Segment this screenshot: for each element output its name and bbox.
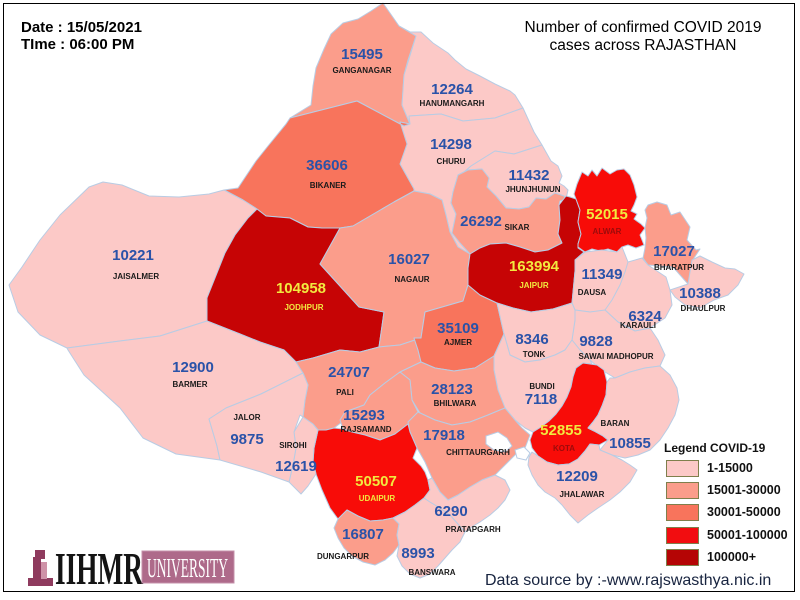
svg-text:NAGAUR: NAGAUR	[394, 275, 429, 284]
svg-text:PRATAPGARH: PRATAPGARH	[445, 525, 500, 534]
svg-text:17027: 17027	[653, 243, 695, 260]
svg-text:KARAULI: KARAULI	[620, 321, 656, 330]
svg-text:10388: 10388	[679, 285, 721, 302]
svg-text:BARAN: BARAN	[601, 419, 630, 428]
svg-text:8346: 8346	[515, 331, 548, 348]
svg-text:KOTA: KOTA	[553, 444, 575, 453]
svg-text:15495: 15495	[341, 46, 383, 63]
svg-text:11432: 11432	[509, 167, 550, 184]
svg-text:JAISALMER: JAISALMER	[113, 272, 159, 281]
svg-text:12264: 12264	[431, 81, 473, 98]
svg-text:12209: 12209	[556, 468, 598, 485]
svg-text:PALI: PALI	[336, 388, 354, 397]
svg-text:16027: 16027	[388, 251, 430, 268]
svg-text:26292: 26292	[460, 213, 502, 230]
svg-text:104958: 104958	[276, 280, 326, 297]
svg-text:50507: 50507	[355, 473, 397, 490]
svg-text:12900: 12900	[172, 359, 214, 376]
svg-text:TONK: TONK	[523, 350, 546, 359]
svg-text:BIKANER: BIKANER	[310, 181, 347, 190]
svg-text:JODHPUR: JODHPUR	[284, 303, 323, 312]
svg-text:BANSWARA: BANSWARA	[408, 568, 455, 577]
svg-text:8993: 8993	[401, 545, 434, 562]
svg-text:BUNDI: BUNDI	[529, 382, 554, 391]
svg-text:DUNGARPUR: DUNGARPUR	[317, 552, 369, 561]
svg-text:DHAULPUR: DHAULPUR	[681, 304, 726, 313]
svg-text:GANGANAGAR: GANGANAGAR	[332, 66, 391, 75]
svg-text:IIHMR: IIHMR	[55, 543, 143, 594]
svg-text:35109: 35109	[437, 320, 479, 337]
svg-text:6290: 6290	[434, 503, 467, 520]
svg-text:SIKAR: SIKAR	[505, 223, 530, 232]
svg-text:6324: 6324	[628, 308, 662, 325]
svg-text:24707: 24707	[328, 364, 370, 381]
svg-text:JALOR: JALOR	[233, 413, 260, 422]
svg-text:7118: 7118	[525, 391, 558, 408]
svg-text:11349: 11349	[582, 266, 623, 283]
svg-text:CHITTAURGARH: CHITTAURGARH	[446, 448, 510, 457]
svg-text:JAIPUR: JAIPUR	[519, 281, 549, 290]
svg-text:SAWAI MADHOPUR: SAWAI MADHOPUR	[578, 352, 653, 361]
svg-text:52015: 52015	[586, 206, 628, 223]
svg-text:163994: 163994	[509, 258, 560, 275]
svg-text:CHURU: CHURU	[437, 157, 466, 166]
svg-text:9875: 9875	[230, 431, 263, 448]
svg-text:RAJSAMAND: RAJSAMAND	[340, 425, 391, 434]
svg-text:DAUSA: DAUSA	[578, 288, 607, 297]
svg-text:BHARATPUR: BHARATPUR	[654, 263, 704, 272]
svg-text:BARMER: BARMER	[172, 380, 207, 389]
svg-text:10221: 10221	[112, 247, 154, 264]
svg-text:ALWAR: ALWAR	[593, 227, 622, 236]
svg-text:16807: 16807	[342, 526, 384, 543]
svg-text:UDAIPUR: UDAIPUR	[359, 494, 396, 503]
svg-text:14298: 14298	[430, 136, 472, 153]
svg-text:UNIVERSITY: UNIVERSITY	[147, 553, 228, 583]
svg-text:10855: 10855	[609, 435, 651, 452]
svg-text:JHALAWAR: JHALAWAR	[560, 490, 605, 499]
svg-text:9828: 9828	[579, 333, 612, 350]
svg-text:28123: 28123	[431, 381, 473, 398]
svg-text:12619: 12619	[275, 458, 317, 475]
svg-text:HANUMANGARH: HANUMANGARH	[420, 99, 485, 108]
svg-text:36606: 36606	[306, 157, 348, 174]
svg-text:17918: 17918	[423, 427, 465, 444]
svg-text:15293: 15293	[343, 407, 385, 424]
svg-text:AJMER: AJMER	[444, 338, 472, 347]
svg-text:SIROHI: SIROHI	[279, 441, 307, 450]
svg-text:52855: 52855	[540, 422, 582, 439]
svg-text:BHILWARA: BHILWARA	[434, 399, 477, 408]
svg-text:JHUNJHUNUN: JHUNJHUNUN	[505, 185, 560, 194]
